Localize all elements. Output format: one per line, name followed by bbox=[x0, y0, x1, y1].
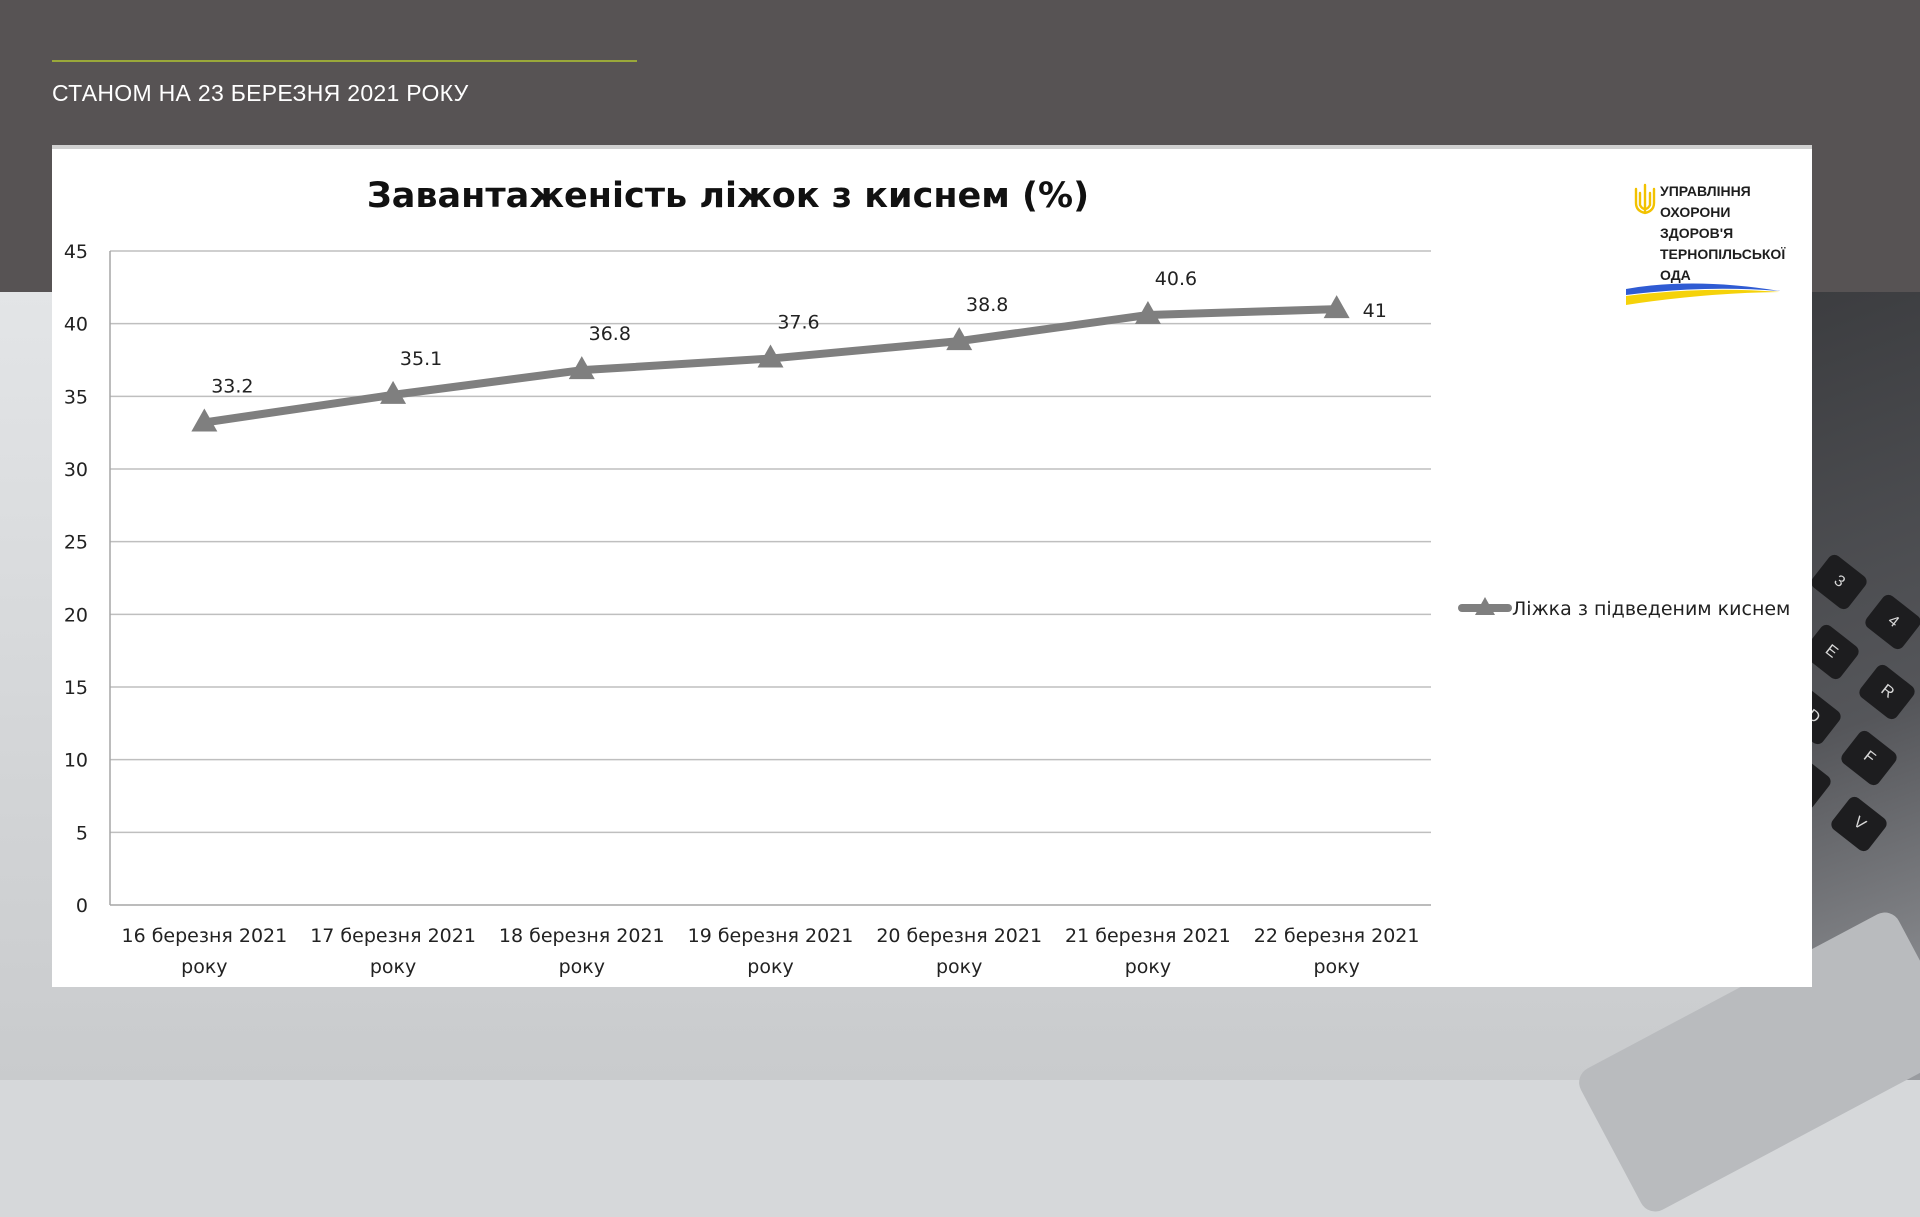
logo-line: УПРАВЛІННЯ bbox=[1660, 183, 1751, 199]
y-tick-label: 45 bbox=[64, 241, 88, 263]
laptop-key: F bbox=[1838, 728, 1900, 788]
data-label: 40.6 bbox=[1155, 268, 1197, 290]
x-tick-label: 21 березня 2021 року bbox=[1065, 925, 1231, 978]
y-tick-label: 15 bbox=[64, 677, 88, 699]
x-tick-label: 17 березня 2021 року bbox=[310, 925, 476, 978]
data-point bbox=[380, 380, 407, 404]
y-tick-label: 35 bbox=[64, 386, 88, 408]
data-label: 37.6 bbox=[777, 312, 819, 334]
logo-line: ЗДОРОВ'Я bbox=[1660, 225, 1734, 241]
legend-label: Ліжка з підведеним киснем bbox=[1512, 598, 1790, 620]
data-point bbox=[946, 327, 973, 351]
y-tick-label: 40 bbox=[64, 314, 88, 336]
laptop-key: 4 bbox=[1862, 592, 1920, 652]
data-label: 38.8 bbox=[966, 294, 1008, 316]
card-top-border bbox=[52, 145, 1812, 149]
logo-line: ОДА bbox=[1660, 267, 1691, 283]
data-label: 33.2 bbox=[211, 375, 253, 397]
header-rule bbox=[52, 60, 637, 62]
data-point bbox=[1323, 295, 1350, 319]
y-tick-label: 10 bbox=[64, 750, 88, 772]
data-label: 35.1 bbox=[400, 348, 442, 370]
flag-swoosh-icon bbox=[1626, 283, 1780, 305]
laptop-key: V bbox=[1828, 794, 1890, 854]
data-point bbox=[1134, 300, 1161, 324]
data-point bbox=[191, 408, 218, 432]
data-label: 36.8 bbox=[589, 323, 631, 345]
laptop-key: R bbox=[1856, 662, 1918, 722]
data-point bbox=[568, 356, 595, 380]
y-tick-label: 25 bbox=[64, 532, 88, 554]
y-tick-label: 0 bbox=[76, 895, 88, 917]
chart-card: Завантаженість ліжок з киснем (%) 0 5 10 15… bbox=[52, 145, 1812, 987]
legend-marker-swatch bbox=[1475, 597, 1495, 615]
laptop-key: 3 bbox=[1808, 552, 1870, 612]
logo-line: ТЕРНОПІЛЬСЬКОЇ bbox=[1660, 246, 1786, 262]
y-tick-label: 20 bbox=[64, 604, 88, 626]
logo-text: УПРАВЛІННЯ ОХОРОНИ ЗДОРОВ'Я ТЕРНОПІЛЬСЬК… bbox=[1660, 181, 1800, 286]
y-tick-label: 5 bbox=[76, 822, 88, 844]
x-tick-label: 18 березня 2021 року bbox=[499, 925, 665, 978]
logo-line: ОХОРОНИ bbox=[1660, 204, 1731, 220]
x-tick-label: 19 березня 2021 року bbox=[688, 925, 854, 978]
x-tick-label: 22 березня 2021 року bbox=[1254, 925, 1420, 978]
organization-logo: УПРАВЛІННЯ ОХОРОНИ ЗДОРОВ'Я ТЕРНОПІЛЬСЬК… bbox=[1624, 181, 1794, 311]
x-tick-label: 16 березня 2021 року bbox=[121, 925, 287, 978]
chart-title: Завантаженість ліжок з киснем (%) bbox=[367, 176, 1089, 216]
page-subtitle: СТАНОМ НА 23 БЕРЕЗНЯ 2021 РОКУ bbox=[52, 80, 469, 106]
data-label: 41 bbox=[1363, 300, 1387, 322]
y-tick-label: 30 bbox=[64, 459, 88, 481]
line-chart: Завантаженість ліжок з киснем (%) 0 5 10 15… bbox=[64, 176, 1791, 978]
data-point bbox=[757, 344, 784, 368]
x-tick-label: 20 березня 2021 року bbox=[876, 925, 1042, 978]
trident-icon bbox=[1634, 183, 1656, 215]
